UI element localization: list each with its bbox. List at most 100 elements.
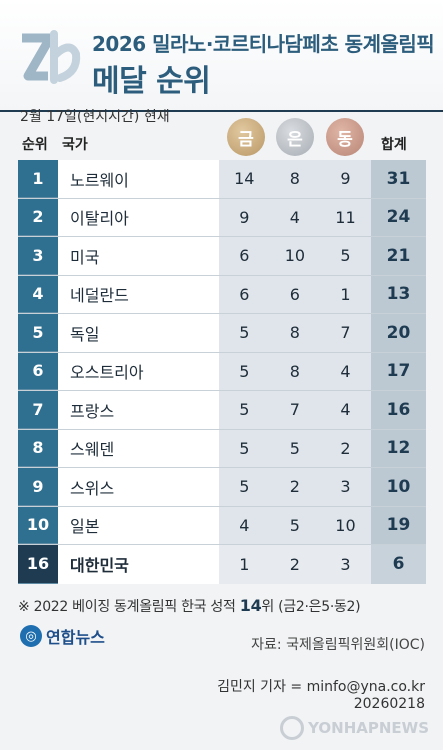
medal-counts: 9 4 11 [219,198,371,236]
table-row: 2 이탈리아 9 4 11 24 [18,198,426,237]
silver-count: 5 [289,438,300,458]
silver-count: 2 [289,554,300,574]
country-column-header: 국가 [62,137,88,153]
total-cell: 20 [371,314,426,352]
silver-count: 7 [289,400,300,420]
country-cell: 독일 [58,314,219,352]
silver-count: 8 [289,361,300,381]
gold-medal-icon: 금 [227,118,265,156]
bronze-count: 1 [340,284,351,304]
medal-counts: 5 8 7 [219,314,371,352]
total-cell: 13 [371,275,426,313]
rank-cell: 5 [18,314,58,352]
silver-count: 4 [289,207,300,227]
silver-count: 10 [284,246,306,266]
header: 2026 밀라노·코르티나담페초 동계올림픽 메달 순위 [0,0,443,112]
country-cell: 스위스 [58,468,219,506]
country-cell: 일본 [58,506,219,544]
silver-medal-icon: 은 [276,118,314,156]
gold-count: 4 [239,515,250,535]
table-row: 4 네덜란드 6 6 1 13 [18,275,426,314]
bronze-count: 5 [340,246,351,266]
footnote-suffix: 위 (금2·은5·동2) [261,599,361,615]
rank-cell: 2 [18,198,58,236]
bronze-count: 4 [340,400,351,420]
total-cell: 21 [371,237,426,275]
bronze-count: 4 [340,361,351,381]
bronze-count: 9 [340,169,351,189]
gold-count: 6 [239,246,250,266]
rank-cell: 3 [18,237,58,275]
rank-cell: 1 [18,160,58,198]
medal-counts: 5 5 2 [219,429,371,467]
table-row: 10 일본 4 5 10 19 [18,506,426,545]
gold-count: 5 [239,361,250,381]
country-cell: 노르웨이 [58,160,219,198]
country-cell: 네덜란드 [58,275,219,313]
bronze-medal-icon: 동 [326,118,364,156]
watermark-ring-icon [280,716,305,740]
gold-count: 5 [239,438,250,458]
medal-counts: 1 2 3 [219,545,371,584]
medal-counts: 4 5 10 [219,506,371,544]
silver-count: 8 [289,323,300,343]
olympic-emblem-icon [22,30,81,84]
table-row: 8 스웨덴 5 5 2 12 [18,429,426,468]
total-cell: 24 [371,198,426,236]
bronze-count: 2 [340,438,351,458]
total-cell: 19 [371,506,426,544]
rank-cell: 4 [18,275,58,313]
rank-cell: 8 [18,429,58,467]
total-cell: 6 [371,545,426,584]
silver-count: 2 [289,477,300,497]
yonhap-logo: ◎ 연합뉴스 [20,624,105,648]
medal-counts: 14 8 9 [219,160,371,198]
total-column-header: 합계 [381,137,407,153]
footnote: ※ 2022 베이징 동계올림픽 한국 성적 14위 (금2·은5·동2) [18,596,361,616]
silver-count: 8 [289,169,300,189]
yonhap-logo-icon: ◎ [20,625,42,647]
gold-count: 6 [239,284,250,304]
rank-cell: 16 [18,545,58,584]
gold-count: 5 [239,477,250,497]
table-row: 5 독일 5 8 7 20 [18,314,426,353]
gold-count: 5 [239,323,250,343]
country-cell: 오스트리아 [58,352,219,390]
footnote-rank: 14 [239,596,262,615]
total-cell: 10 [371,468,426,506]
country-cell: 프랑스 [58,391,219,429]
silver-count: 6 [289,284,300,304]
bronze-count: 3 [340,477,351,497]
page-title: 메달 순위 [92,64,211,99]
medal-counts: 6 10 5 [219,237,371,275]
rank-cell: 9 [18,468,58,506]
logo-text: 연합뉴스 [46,628,105,647]
source-note: 자료: 국제올림픽위원회(IOC) [251,637,425,653]
total-cell: 12 [371,429,426,467]
country-cell: 대한민국 [58,545,219,584]
watermark-text: YONHAPNEWS [308,719,429,737]
footnote-prefix: ※ 2022 베이징 동계올림픽 한국 성적 [18,599,240,615]
bronze-count: 7 [340,323,351,343]
silver-count: 5 [289,515,300,535]
country-cell: 이탈리아 [58,198,219,236]
medal-counts: 5 2 3 [219,468,371,506]
gold-count: 14 [234,169,255,189]
korea-row: 16 대한민국 1 2 3 6 [18,545,426,584]
table-row: 1 노르웨이 14 8 9 31 [18,160,426,199]
gold-count: 5 [239,400,250,420]
table-row: 7 프랑스 5 7 4 16 [18,391,426,430]
bronze-count: 11 [335,207,356,227]
bronze-count: 3 [340,554,351,574]
medal-counts: 5 7 4 [219,391,371,429]
country-cell: 스웨덴 [58,429,219,467]
watermark: YONHAPNEWS [280,716,429,740]
gold-count: 1 [239,554,250,574]
date-note: 2월 17일(현지시간) 현재 [20,109,170,125]
total-cell: 17 [371,352,426,390]
date-stamp: 20260218 [353,696,425,712]
rank-cell: 6 [18,352,58,390]
medal-table: 1 노르웨이 14 8 9 31 2 이탈리아 9 4 11 24 3 미국 6 10 5 21 4 네덜란드 6 6 1 1… [18,160,426,584]
bronze-count: 10 [335,515,356,535]
table-row: 9 스위스 5 2 3 10 [18,468,426,507]
